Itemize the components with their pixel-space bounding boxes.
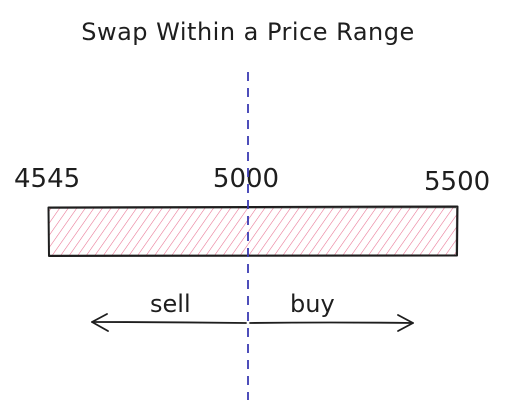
price-upper-label: 5500 <box>424 167 490 197</box>
price-current-label: 5000 <box>213 164 279 194</box>
buy-arrow <box>249 314 414 332</box>
buy-label: buy <box>290 290 335 318</box>
price-range-bar <box>47 205 459 257</box>
sell-label: sell <box>150 290 191 318</box>
sell-arrow <box>91 313 247 332</box>
diagram-title: Swap Within a Price Range <box>81 18 415 46</box>
price-lower-label: 4545 <box>14 164 80 194</box>
